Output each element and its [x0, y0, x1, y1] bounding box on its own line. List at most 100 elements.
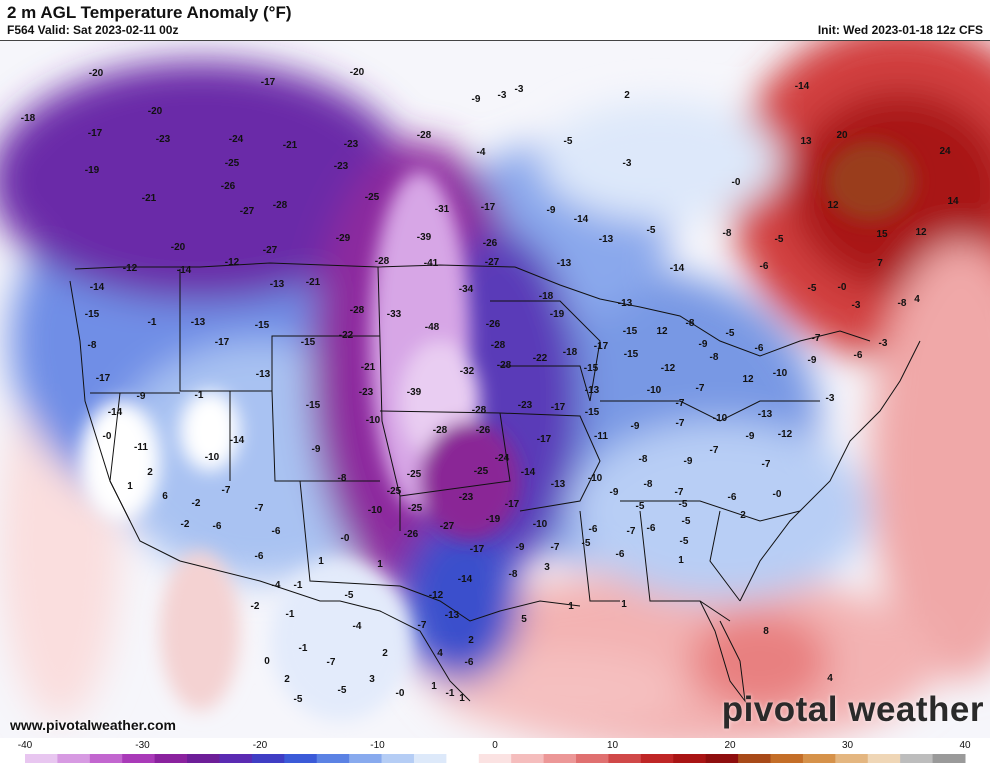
color-scale-tick-label: -40 — [18, 740, 33, 751]
color-scale-tick-label: -10 — [370, 740, 385, 751]
anomaly-value-label: 1 — [127, 481, 133, 492]
init-time: Init: Wed 2023-01-18 12z CFS — [817, 23, 983, 37]
anomaly-value-label: -23 — [518, 400, 533, 411]
anomaly-value-label: -5 — [582, 538, 591, 549]
anomaly-value-label: -23 — [344, 139, 359, 150]
anomaly-value-label: -15 — [585, 407, 600, 418]
anomaly-value-label: -26 — [476, 425, 491, 436]
anomaly-value-label: 12 — [656, 326, 668, 337]
anomaly-value-label: 2 — [624, 90, 630, 101]
anomaly-value-label: -15 — [584, 363, 599, 374]
color-scale-swatch — [154, 754, 188, 763]
anomaly-value-label: -33 — [387, 309, 402, 320]
anomaly-value-label: -15 — [301, 337, 316, 348]
color-scale-swatch — [413, 754, 447, 763]
anomaly-value-label: -34 — [459, 284, 474, 295]
color-scale: -40 -30 -20 -10 0 10 20 30 40 — [0, 737, 990, 765]
anomaly-value-label: -9 — [631, 421, 640, 432]
anomaly-value-labels: -20-17-20-18-20-17-23 -24-21 -23-28-19-25-… — [21, 67, 959, 705]
color-scale-swatch — [543, 754, 577, 763]
anomaly-value-label: -5 — [775, 234, 784, 245]
anomaly-value-label: -28 — [472, 405, 487, 416]
color-scale-swatch — [89, 754, 123, 763]
anomaly-value-label: -8 — [898, 298, 907, 309]
anomaly-value-label: 12 — [915, 227, 927, 238]
anomaly-value-label: -21 — [306, 277, 321, 288]
anomaly-value-label: -14 — [521, 467, 536, 478]
anomaly-value-label: -22 — [339, 330, 354, 341]
anomaly-value-label: -7 — [676, 398, 685, 409]
anomaly-value-label: 4 — [914, 294, 920, 305]
anomaly-value-label: -1 — [446, 688, 455, 699]
anomaly-value-label: -10 — [205, 452, 220, 463]
anomaly-value-label: -14 — [108, 407, 123, 418]
color-scale-tick-label: -20 — [253, 740, 268, 751]
anomaly-value-label: -17 — [537, 434, 552, 445]
anomaly-value-label: -39 — [417, 232, 432, 243]
color-scale-swatch — [932, 754, 966, 763]
color-scale-bar — [25, 754, 966, 763]
anomaly-value-label: -6 — [589, 524, 598, 535]
anomaly-value-label: -5 — [682, 516, 691, 527]
anomaly-value-label: -7 — [418, 620, 427, 631]
anomaly-value-label: -20 — [350, 67, 365, 78]
color-scale-swatch — [738, 754, 772, 763]
anomaly-value-label: -9 — [547, 205, 556, 216]
color-scale-swatch — [802, 754, 836, 763]
color-scale-swatch — [25, 754, 58, 763]
anomaly-value-label: -27 — [263, 245, 278, 256]
anomaly-value-label: 1 — [621, 599, 627, 610]
anomaly-value-label: 24 — [939, 146, 951, 157]
anomaly-value-label: -1 — [195, 390, 204, 401]
anomaly-value-label: -10 — [533, 519, 548, 530]
color-scale-tick-label: 10 — [607, 740, 619, 751]
color-scale-tick-label: 0 — [492, 740, 498, 751]
anomaly-value-label: -5 — [564, 136, 573, 147]
anomaly-value-label: -17 — [551, 402, 566, 413]
anomaly-value-label: -29 — [336, 233, 351, 244]
anomaly-value-label: 5 — [521, 614, 527, 625]
anomaly-value-label: -14 — [574, 214, 589, 225]
anomaly-value-label: -7 — [551, 542, 560, 553]
anomaly-value-label: -28 — [491, 340, 506, 351]
color-scale-swatch — [835, 754, 869, 763]
anomaly-value-label: -9 — [808, 355, 817, 366]
anomaly-value-label: -9 — [472, 94, 481, 105]
anomaly-value-label: -15 — [85, 309, 100, 320]
anomaly-value-label: -41 — [424, 258, 439, 269]
anomaly-value-label: 12 — [827, 200, 839, 211]
color-scale-swatch — [219, 754, 253, 763]
anomaly-value-label: -7 — [627, 526, 636, 537]
anomaly-value-label: -7 — [676, 418, 685, 429]
anomaly-value-label: -39 — [407, 387, 422, 398]
brand-logo: pivotal weather — [721, 690, 984, 729]
anomaly-value-label: -13 — [599, 234, 614, 245]
anomaly-value-label: -13 — [256, 369, 271, 380]
anomaly-value-label: -1 — [299, 643, 308, 654]
anomaly-value-label: -17 — [481, 202, 496, 213]
anomaly-value-label: -3 — [826, 393, 835, 404]
anomaly-value-label: -13 — [445, 610, 460, 621]
anomaly-value-label: -9 — [699, 339, 708, 350]
anomaly-map: -20 -17 -20 -18 -20 -17 -23 -24 -21 -23 -28 -19 -25-… — [0, 40, 990, 738]
anomaly-value-label: -9 — [516, 542, 525, 553]
anomaly-value-label: 1 — [431, 681, 437, 692]
color-scale-swatch — [251, 754, 285, 763]
color-scale-swatch — [478, 754, 512, 763]
anomaly-value-label: -17 — [96, 373, 111, 384]
anomaly-value-label: -18 — [563, 347, 578, 358]
color-scale-swatch — [381, 754, 415, 763]
anomaly-value-label: -20 — [89, 68, 104, 79]
anomaly-value-label: 8 — [763, 626, 769, 637]
anomaly-value-label: -15 — [255, 320, 270, 331]
anomaly-value-label: 20 — [836, 130, 848, 141]
boundaries — [69, 262, 921, 703]
anomaly-value-label: -31 — [435, 204, 450, 215]
anomaly-value-label: -1 — [148, 317, 157, 328]
site-url: www.pivotalweather.com — [10, 717, 176, 733]
color-scale-swatch — [867, 754, 901, 763]
anomaly-value-label: -8 — [723, 228, 732, 239]
anomaly-value-label: -7 — [812, 333, 821, 344]
anomaly-value-label: -13 — [585, 385, 600, 396]
anomaly-value-label: 1 — [678, 555, 684, 566]
